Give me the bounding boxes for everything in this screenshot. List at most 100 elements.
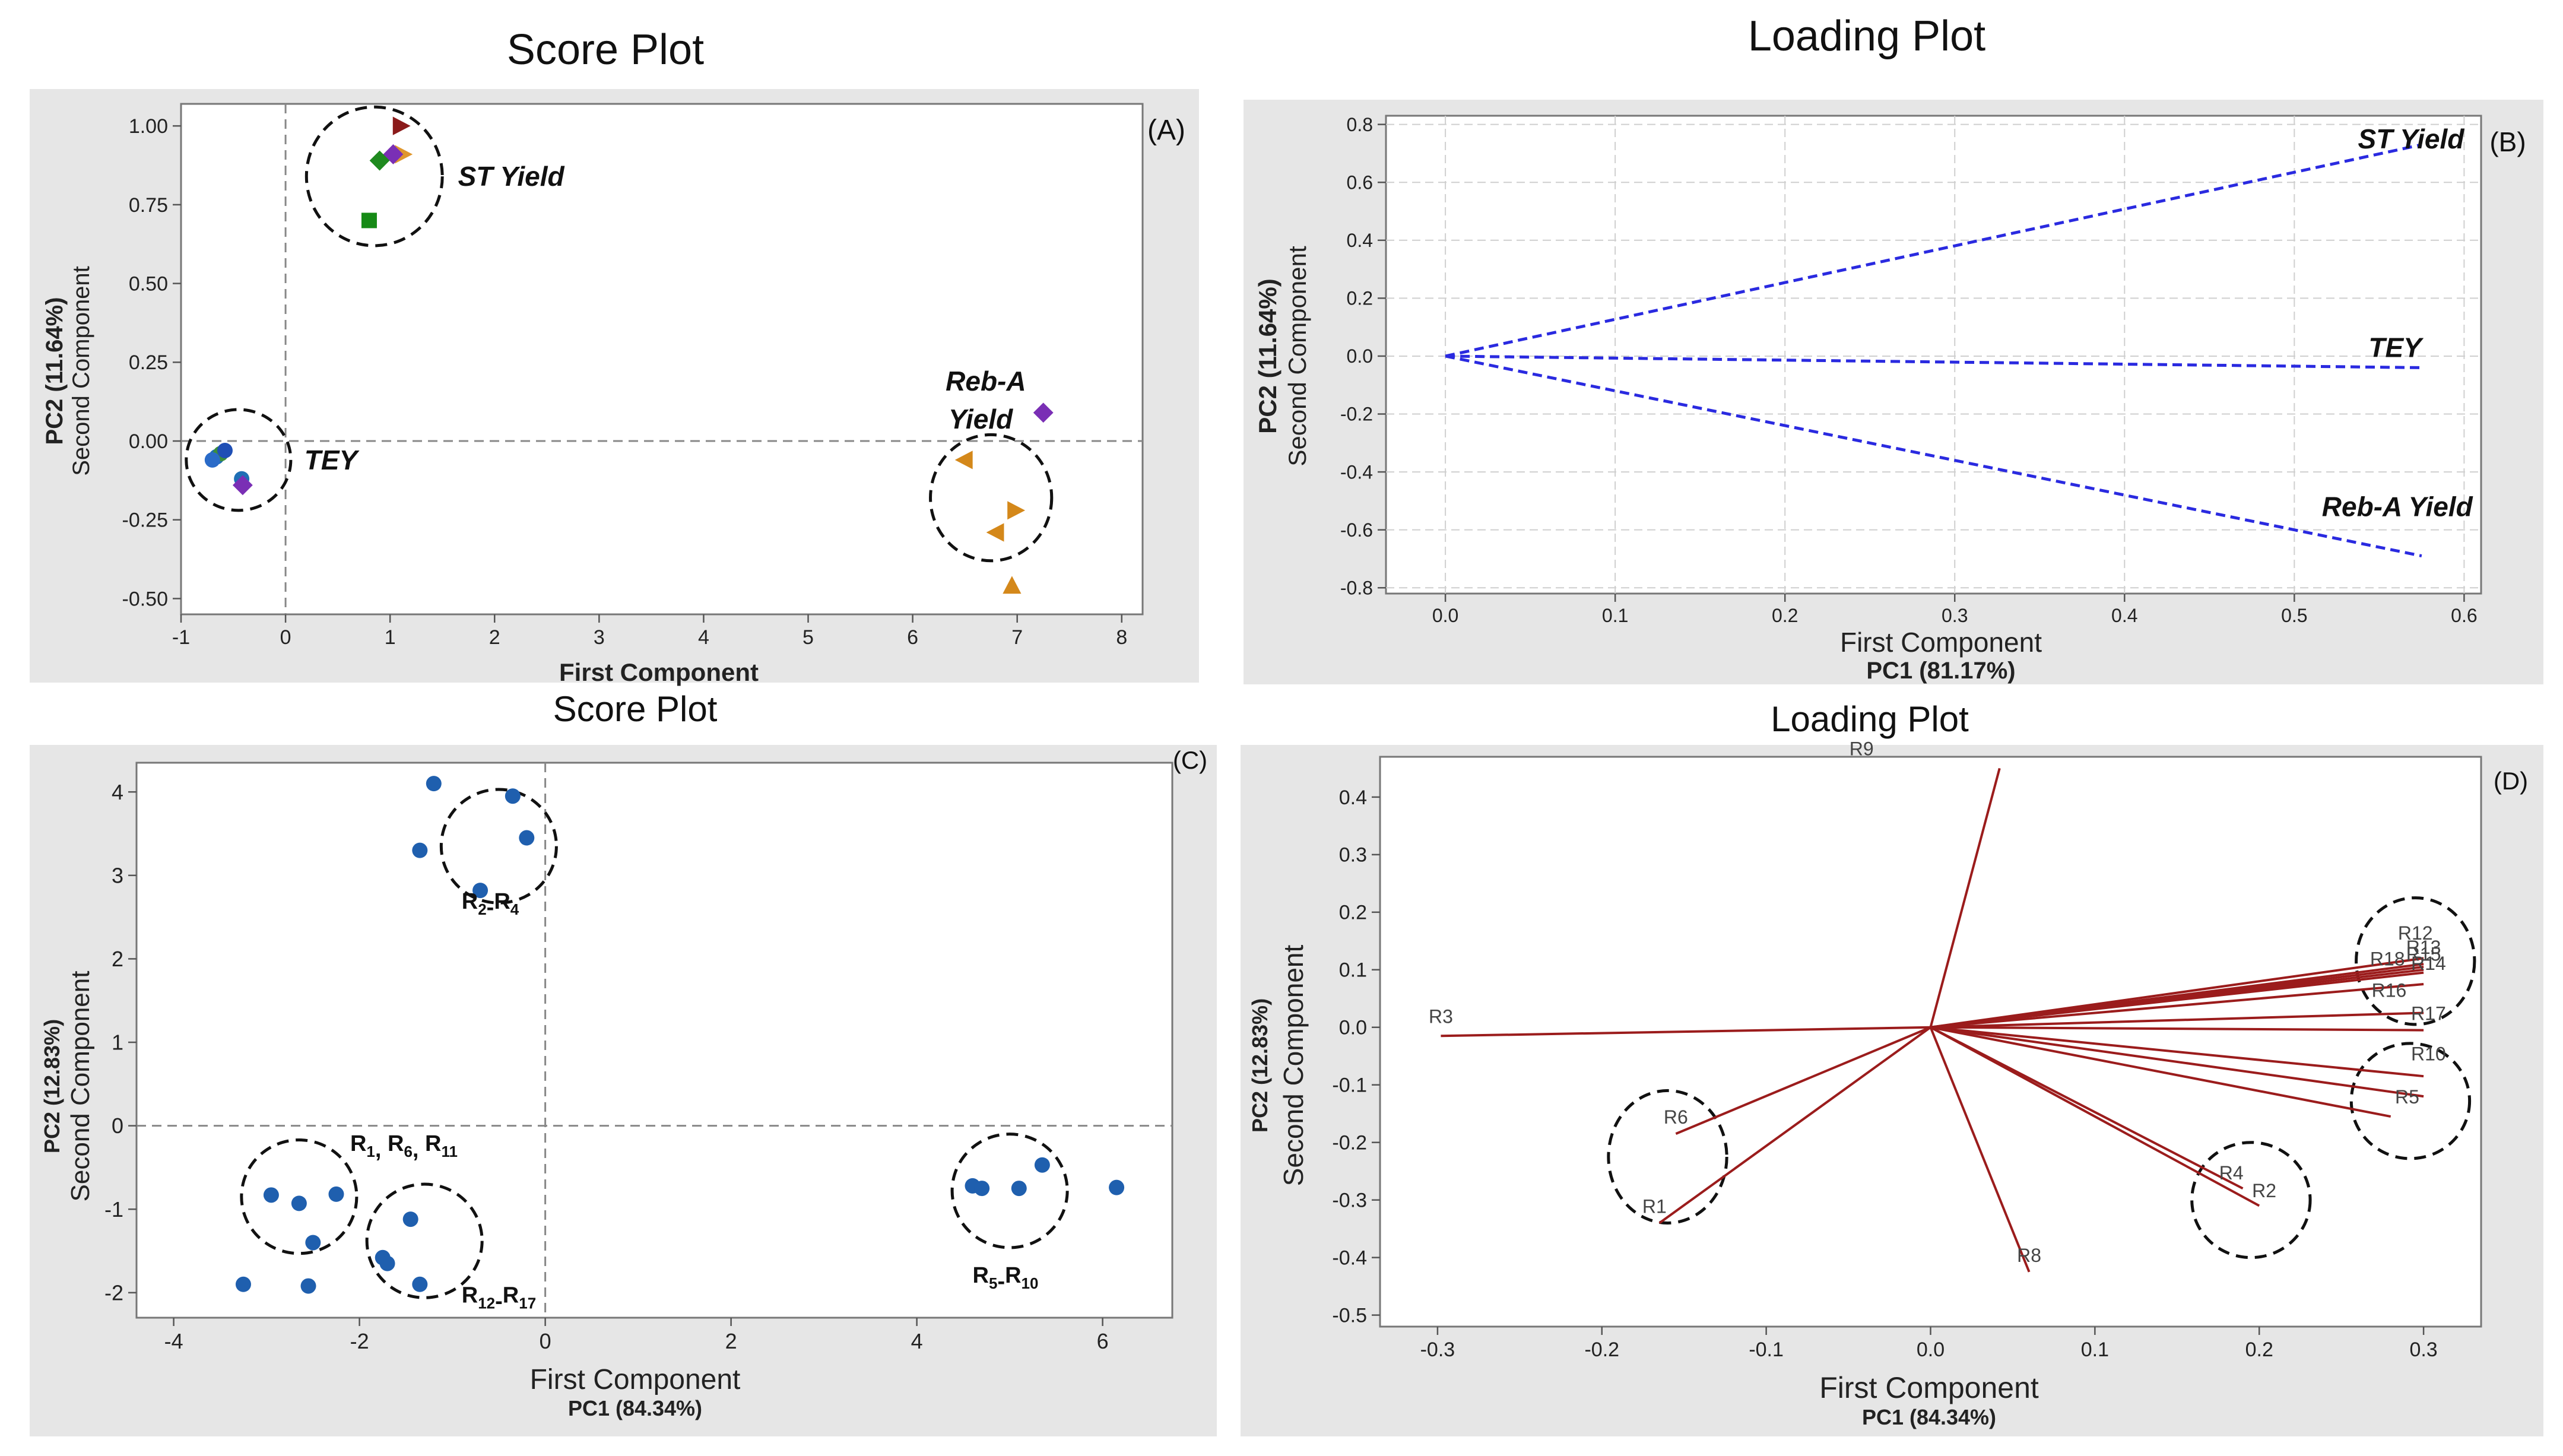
panel-d-loading-vector (1930, 1026, 2424, 1032)
panel-c-cluster-ellipse (365, 1182, 484, 1299)
panel-c-ylabel2: PC2 (12.83%) (40, 1019, 64, 1153)
panel-a-xtick-label: 7 (1011, 626, 1023, 649)
panel-d-xlabel2: PC1 (84.34%) (1862, 1405, 1996, 1429)
panel-b-plot-area (1385, 115, 2482, 595)
panel-a-xtick-label: 3 (594, 626, 605, 649)
panel-c-point (1109, 1179, 1125, 1195)
panel-b-marks: ST Yield TEY Reb-A Yield (1445, 123, 2473, 558)
panel-a-axes: -1 0 1 2 3 4 5 6 7 8 -0.50 -0.25 0.00 0.25 0.50 0.75 1.0… (122, 104, 1143, 649)
panel-d-ytick-label: 0.4 (1339, 786, 1367, 809)
panel-d-xtick-label: 0.3 (2409, 1338, 2437, 1361)
panel-a-xtick-label: 4 (698, 626, 709, 649)
panel-b-xtick-label: 0.2 (1772, 605, 1798, 626)
panel-d-xtick-label: -0.3 (1420, 1338, 1455, 1361)
panel-d-cluster-ellipse (2349, 1042, 2472, 1160)
panel-b-ylabel: Second Component (1283, 246, 1311, 467)
panel-c-group-label: R1, R6, R11 (350, 1131, 458, 1162)
panel-d-cluster-ellipse (2355, 896, 2476, 1026)
panel-d-ylabel: Second Component (1278, 944, 1309, 1186)
panel-b-axes: 0.0 0.1 0.2 0.3 0.4 0.5 0.6 -0.8 -0.6 -0.4 -0.2 0.0… (1340, 114, 2481, 626)
panel-a-title: Score Plot (507, 26, 704, 74)
panel-b-ytick-label: 0.2 (1347, 288, 1373, 309)
panel-c-score-plot: Score Plot (C) -4 -2 0 2 4 6 -2 -1 0 1 2 3 4 R1, R6,… (30, 689, 1217, 1436)
panel-b-loading-plot: Loading Plot (B) 0.0 0.1 0.2 0.3 0.4 0.5 0.6 -0… (1244, 12, 2543, 684)
panel-d-loading-vector (1930, 983, 2424, 1029)
panel-b-xtick-label: 0.3 (1942, 605, 1968, 626)
panel-a-marks: ST Yield TEY Reb-A Yield (185, 105, 1054, 594)
panel-d-loading-vector (1930, 1026, 2424, 1078)
panel-a-xlabel: First Component (559, 658, 759, 686)
panel-b-ytick-label: 0.4 (1347, 230, 1373, 251)
panel-c-ytick-label: 3 (112, 863, 123, 887)
panel-d-xlabel: First Component (1819, 1371, 2039, 1404)
panel-c-group-label: R5-R10 (973, 1263, 1039, 1294)
panel-d-loading-vector (1929, 1027, 2031, 1273)
panel-a-xtick-label: -1 (172, 626, 190, 649)
panel-a-xtick-label: 2 (489, 626, 500, 649)
panel-d-vector-label: R17 (2411, 1003, 2446, 1024)
panel-d-ytick-label: 0.3 (1339, 844, 1367, 867)
panel-c-ylabel: Second Component (66, 971, 95, 1202)
panel-a-ytick-label: -0.25 (122, 509, 169, 532)
panel-b-ytick-label: -0.2 (1340, 404, 1373, 425)
panel-a-point (217, 442, 233, 458)
panel-d-loading-vector (1929, 767, 2001, 1028)
panel-a-cluster-ellipse (929, 433, 1054, 563)
panel-c-point (379, 1255, 395, 1271)
panel-a-label: (A) (1147, 115, 1185, 146)
panel-d-ytick-label: -0.3 (1332, 1189, 1367, 1212)
panel-d-loading-vector (1930, 1026, 2424, 1098)
panel-a-point (954, 451, 973, 470)
panel-d-loading-vector (1658, 1026, 1931, 1225)
panel-d-loading-vector (1930, 1026, 2260, 1207)
panel-d-vector-label: R10 (2411, 1043, 2446, 1064)
panel-d-label: (D) (2494, 767, 2528, 795)
panel-d-vector-label: R14 (2411, 953, 2446, 974)
panel-d-vector-label: R9 (1850, 738, 1874, 759)
panel-c-point (300, 1278, 316, 1294)
panel-c-point (472, 883, 489, 899)
panel-a-xtick-label: 6 (907, 626, 918, 649)
panel-b-ytick-label: -0.8 (1340, 577, 1373, 598)
panel-c-point (505, 788, 521, 804)
panel-a-group-label: Reb-A (946, 366, 1026, 396)
panel-d-xtick-label: -0.2 (1584, 1338, 1619, 1361)
panel-b-xtick-label: 0.1 (1602, 605, 1628, 626)
panel-c-point (1011, 1181, 1027, 1197)
panel-d-plot-area (1379, 756, 2482, 1328)
panel-c-label: (C) (1173, 746, 1207, 774)
panel-d-xtick-label: -0.1 (1749, 1338, 1784, 1361)
panel-c-xtick-label: 0 (540, 1329, 551, 1353)
panel-c-xtick-label: -4 (164, 1329, 183, 1353)
panel-d-loading-plot: Loading Plot (D) -0.3 -0.2 -0.1 0.0 0.1 0.2 0.… (1241, 699, 2543, 1436)
panel-b-ytick-label: 0.0 (1347, 345, 1373, 367)
panel-d-loading-vector (1930, 1026, 2244, 1190)
panel-a-point (1007, 501, 1026, 520)
panel-d-loading-vector (1441, 1026, 1931, 1038)
panel-d-vector-label: R6 (1664, 1106, 1688, 1128)
panel-a-xtick-label: 5 (802, 626, 814, 649)
panel-b-series-line (1445, 354, 2422, 558)
panel-a-group-label: ST Yield (458, 161, 565, 192)
panel-d-loading-vector (1675, 1026, 1931, 1135)
panel-d-title: Loading Plot (1771, 699, 1969, 739)
panel-a-xtick-label: 8 (1116, 626, 1127, 649)
panel-d-vector-label: R8 (2017, 1245, 2041, 1266)
panel-b-xtick-label: 0.0 (1432, 605, 1458, 626)
panel-b-ylabel2: PC2 (11.64%) (1254, 278, 1282, 433)
panel-c-title: Score Plot (553, 689, 718, 729)
panel-d-vector-label: R13 (2406, 937, 2441, 958)
panel-c-point (291, 1195, 307, 1211)
panel-a-plot-area (180, 103, 1144, 616)
panel-a-ylabel: Second Component (68, 266, 94, 476)
panel-a-xtick-label: 0 (280, 626, 291, 649)
panel-a-cluster-ellipse (304, 105, 444, 248)
panel-b-xlabel2: PC1 (81.17%) (1866, 658, 2015, 684)
panel-a-xtick-label: 1 (385, 626, 396, 649)
panel-a-point (204, 452, 220, 468)
panel-d-xtick-label: 0.1 (2081, 1338, 2109, 1361)
panel-d-vector-label: R5 (2395, 1086, 2419, 1108)
panel-a-point (395, 145, 413, 164)
